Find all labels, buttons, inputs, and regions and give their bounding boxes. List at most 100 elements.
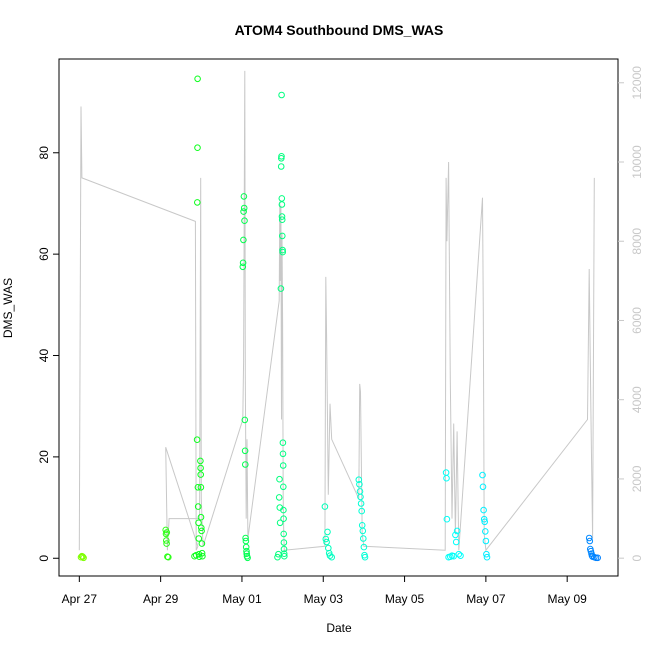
data-point	[80, 554, 87, 562]
points-layer	[77, 75, 602, 562]
data-point	[322, 535, 330, 543]
data-point	[280, 539, 288, 546]
data-point	[197, 484, 205, 491]
y2-tick-label: 12000	[630, 66, 644, 100]
data-point	[199, 552, 206, 560]
data-point	[358, 507, 366, 515]
data-point	[274, 553, 281, 561]
y2-tick-label: 2000	[630, 465, 644, 492]
data-point	[453, 527, 461, 535]
data-point	[482, 528, 489, 535]
data-point	[198, 549, 206, 557]
data-point	[279, 246, 286, 254]
data-point	[240, 204, 248, 212]
data-point	[277, 285, 285, 292]
data-point	[195, 535, 203, 542]
data-point	[357, 493, 364, 501]
x-tick-label: May 05	[385, 592, 425, 606]
data-point	[452, 531, 459, 539]
data-point	[280, 506, 287, 514]
data-point	[163, 529, 171, 536]
data-point	[479, 471, 486, 479]
data-point	[241, 217, 248, 224]
data-point	[355, 476, 363, 484]
data-point	[240, 208, 247, 215]
data-point	[240, 193, 248, 200]
data-point	[197, 464, 204, 472]
data-point	[278, 195, 286, 202]
x-axis-title: Date	[326, 621, 352, 635]
x-tick-label: Apr 27	[62, 592, 98, 606]
data-point	[356, 481, 363, 488]
data-point	[279, 450, 287, 458]
data-point	[278, 213, 286, 220]
data-point	[165, 553, 172, 561]
data-point	[452, 538, 460, 546]
data-point	[197, 471, 204, 478]
data-point	[480, 506, 487, 514]
data-point	[324, 528, 331, 536]
y-tick-label: 0	[37, 555, 51, 562]
data-point	[195, 550, 203, 558]
y-axis-title: DMS_WAS	[1, 278, 15, 338]
data-point	[326, 552, 334, 560]
data-point	[278, 153, 285, 160]
data-point	[279, 248, 287, 256]
x-tick-label: May 01	[222, 592, 262, 606]
data-point	[455, 550, 463, 558]
data-point	[194, 199, 201, 206]
data-point	[443, 515, 451, 523]
data-point	[585, 534, 593, 542]
data-point	[278, 201, 286, 208]
data-point	[276, 519, 284, 527]
y-tick-label: 20	[37, 450, 51, 464]
data-point	[79, 553, 86, 561]
data-point	[279, 462, 287, 469]
data-point	[480, 515, 488, 523]
data-point	[278, 216, 286, 223]
data-point	[360, 543, 368, 551]
y2-tick-label: 8000	[630, 228, 644, 255]
data-point	[194, 75, 201, 83]
data-point	[242, 543, 250, 551]
data-point	[243, 550, 250, 558]
x-tick-label: May 07	[466, 592, 506, 606]
data-point	[198, 527, 205, 535]
data-point	[163, 540, 170, 547]
data-point	[241, 416, 249, 424]
data-point	[244, 554, 251, 562]
data-point	[360, 535, 367, 542]
data-point	[586, 537, 594, 545]
data-point	[194, 484, 202, 491]
data-point	[275, 494, 283, 501]
x-tick-label: May 09	[548, 592, 588, 606]
data-point	[361, 553, 369, 561]
data-point	[278, 91, 285, 99]
data-point	[276, 475, 283, 483]
x-tick-label: Apr 29	[143, 592, 179, 606]
data-point	[357, 500, 365, 507]
secondary-line-layer	[78, 70, 595, 552]
data-point	[239, 259, 247, 267]
y-tick-label: 40	[37, 349, 51, 363]
data-point	[194, 503, 202, 510]
data-point	[481, 518, 489, 526]
data-point	[280, 483, 287, 491]
data-point	[323, 538, 330, 546]
data-point	[482, 537, 490, 545]
left-axis: 0 20 40 60 80	[37, 146, 59, 562]
data-point	[192, 551, 200, 559]
data-point	[277, 163, 285, 170]
data-point	[479, 483, 487, 491]
data-point	[280, 530, 288, 538]
data-point	[243, 547, 250, 555]
x-tick-label: May 03	[304, 592, 344, 606]
data-point	[240, 236, 247, 244]
data-point	[242, 461, 249, 468]
secondary-series-line	[78, 70, 595, 552]
bottom-axis: Apr 27 Apr 29 May 01 May 03 May 05 May 07 May …	[62, 576, 588, 606]
y2-tick-label: 6000	[630, 307, 644, 334]
data-point	[280, 545, 288, 553]
